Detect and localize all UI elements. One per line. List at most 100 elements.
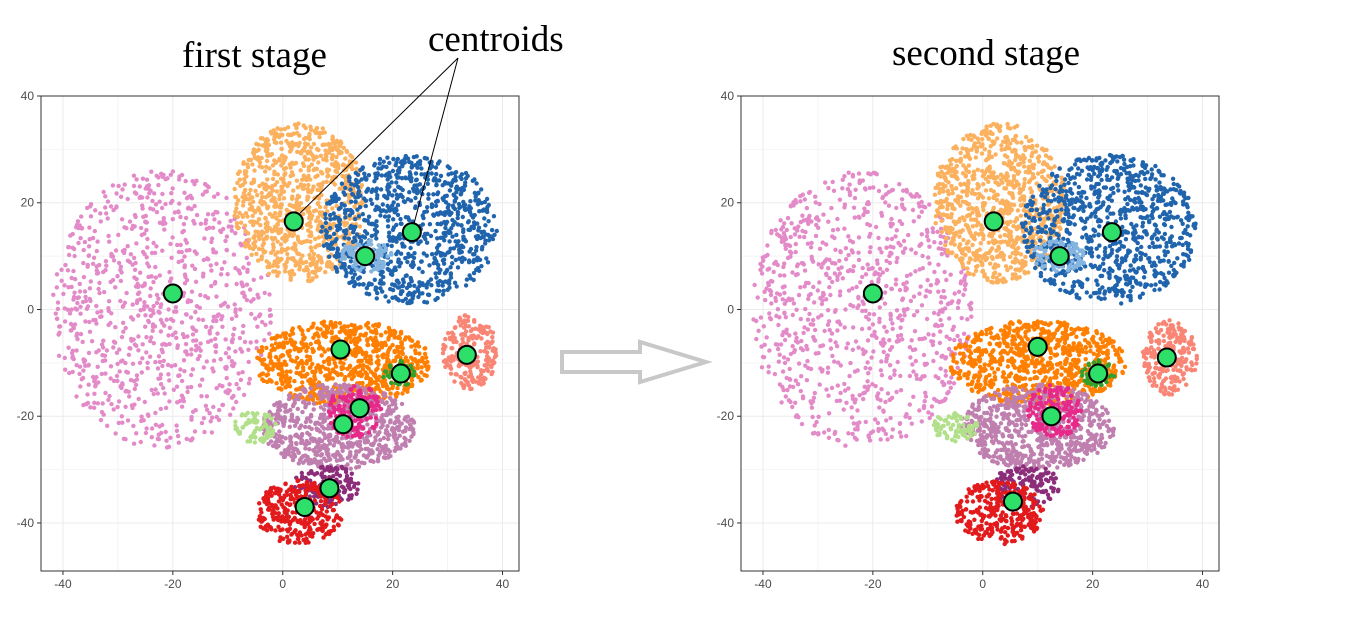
data-point: [82, 289, 88, 294]
data-point: [111, 207, 116, 213]
data-point: [212, 194, 217, 199]
data-point: [307, 220, 312, 225]
data-point: [424, 300, 430, 305]
data-point: [163, 177, 168, 182]
data-point: [405, 156, 411, 161]
data-point: [104, 348, 110, 353]
data-point: [304, 348, 309, 354]
data-point: [345, 384, 350, 389]
data-point: [136, 334, 141, 339]
data-point: [333, 465, 339, 471]
data-point: [310, 276, 315, 281]
data-point: [430, 164, 435, 169]
data-point: [268, 313, 274, 318]
data-point: [474, 244, 479, 250]
data-point: [298, 257, 303, 262]
data-point: [211, 404, 216, 410]
data-point: [483, 341, 489, 346]
data-point: [134, 373, 140, 378]
data-point: [176, 177, 182, 182]
data-point: [246, 417, 251, 423]
data-point: [373, 327, 378, 332]
data-point: [283, 335, 288, 340]
data-point: [326, 433, 331, 438]
data-point: [78, 311, 83, 316]
data-point: [341, 145, 346, 150]
data-point: [234, 224, 240, 229]
data-point: [420, 269, 425, 275]
data-point: [240, 203, 246, 208]
data-point: [131, 441, 137, 446]
data-point: [337, 226, 343, 231]
data-point: [298, 201, 304, 206]
data-point: [292, 122, 298, 127]
data-point: [347, 443, 352, 448]
data-point: [236, 268, 242, 273]
data-point: [395, 249, 400, 254]
data-point: [468, 199, 473, 204]
data-point: [363, 218, 368, 223]
data-point: [101, 269, 106, 275]
data-point: [197, 305, 202, 310]
data-point: [115, 361, 120, 367]
data-point: [232, 361, 237, 366]
data-point: [414, 154, 419, 159]
data-point: [441, 196, 446, 202]
data-point: [162, 323, 167, 328]
data-point: [295, 387, 300, 392]
data-point: [277, 429, 282, 434]
data-point: [105, 199, 111, 204]
data-point: [311, 141, 317, 147]
data-point: [255, 418, 260, 424]
data-point: [382, 340, 388, 345]
data-point: [158, 329, 164, 334]
data-point: [261, 250, 266, 255]
data-point: [183, 215, 189, 221]
data-point: [369, 189, 374, 194]
data-point: [226, 346, 231, 351]
data-point: [169, 255, 174, 260]
data-point: [440, 283, 445, 288]
data-point: [136, 348, 141, 353]
data-point: [270, 361, 276, 366]
data-point: [387, 230, 392, 235]
data-point: [479, 187, 484, 192]
data-point: [428, 233, 434, 239]
data-point: [409, 355, 414, 360]
data-point: [198, 221, 204, 226]
data-point: [463, 180, 468, 185]
data-point: [233, 231, 238, 236]
data-point: [228, 412, 233, 417]
data-point: [374, 204, 379, 209]
data-point: [306, 168, 311, 173]
data-point: [223, 337, 228, 342]
data-point: [297, 370, 303, 376]
data-point: [414, 183, 420, 188]
data-point: [138, 439, 143, 445]
data-point: [385, 409, 390, 414]
data-point: [120, 358, 125, 363]
data-point: [68, 233, 73, 238]
data-point: [396, 428, 401, 433]
data-point: [239, 282, 245, 287]
data-point: [74, 333, 79, 338]
data-point: [324, 235, 329, 240]
data-point: [254, 339, 259, 344]
data-point: [214, 414, 219, 420]
data-point: [482, 363, 487, 368]
data-point: [78, 331, 84, 337]
data-point: [139, 414, 144, 419]
data-point: [303, 424, 308, 430]
data-point: [333, 320, 338, 326]
data-point: [75, 295, 80, 301]
data-point: [109, 401, 114, 407]
data-point: [287, 353, 292, 359]
data-point: [400, 298, 405, 304]
data-point: [405, 414, 410, 419]
data-point: [263, 169, 268, 174]
data-point: [192, 203, 197, 209]
data-point: [211, 358, 217, 363]
data-point: [379, 173, 384, 178]
data-point: [113, 325, 118, 330]
data-point: [180, 230, 185, 235]
